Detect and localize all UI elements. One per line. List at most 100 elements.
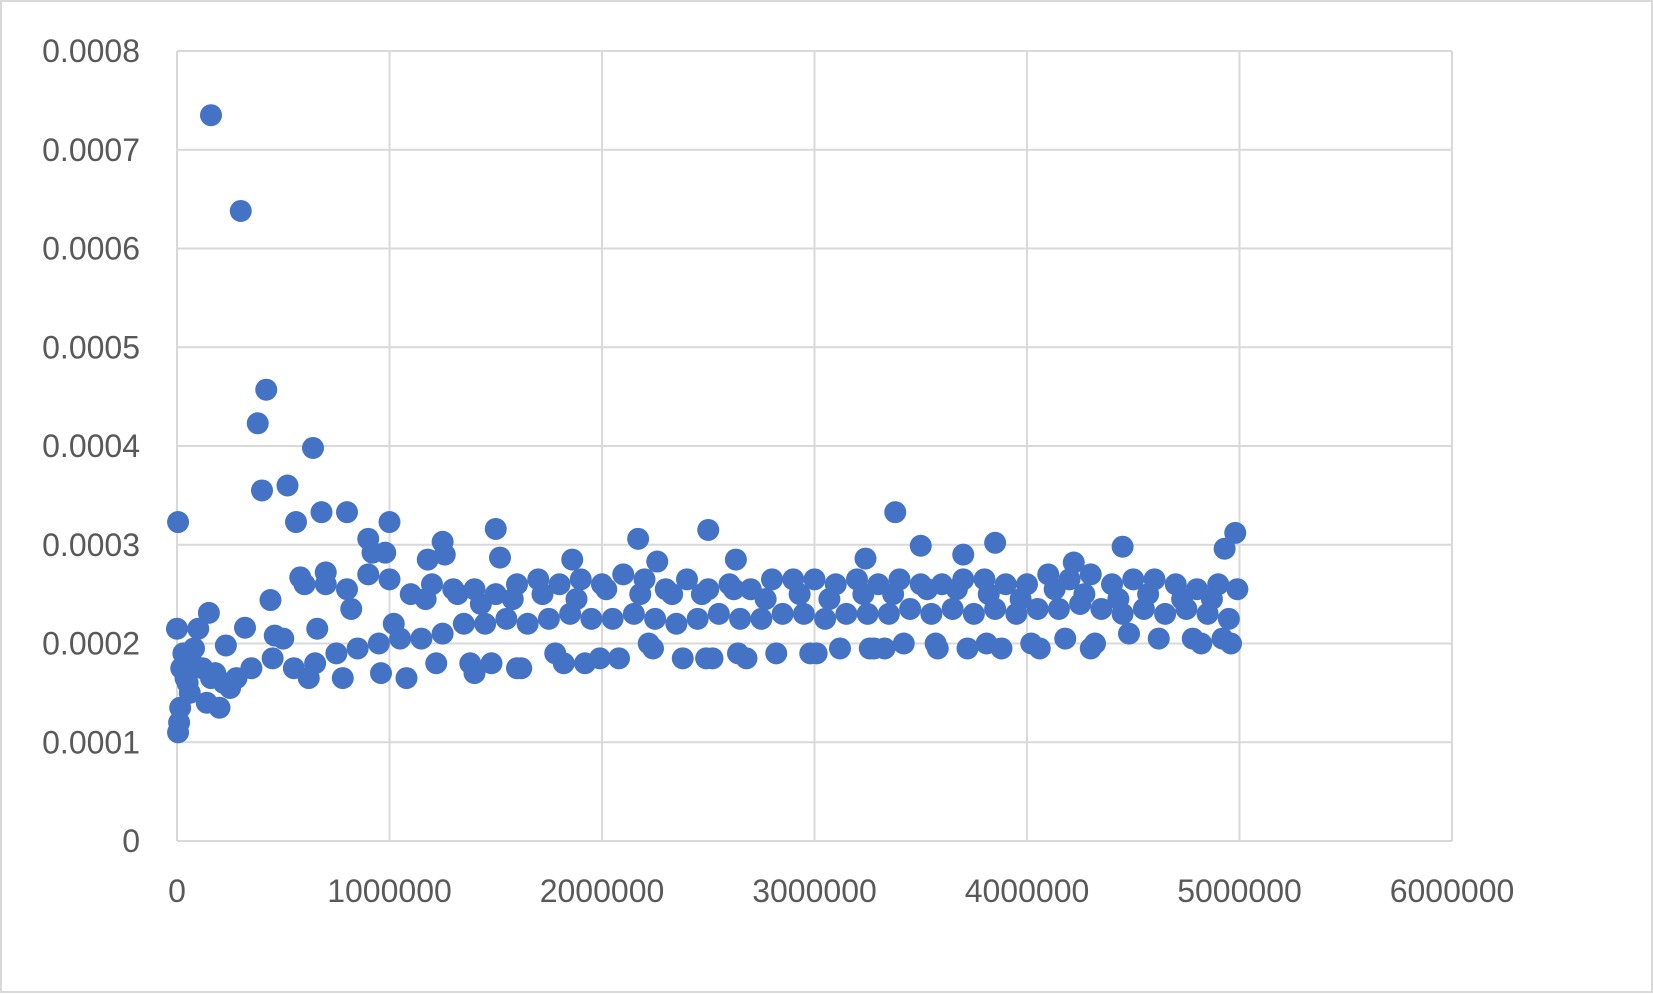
data-point [302, 436, 324, 459]
data-point [580, 607, 603, 630]
x-tick-label: 5000000 [1177, 873, 1302, 909]
y-tick-label: 0.0007 [42, 132, 140, 168]
data-point [251, 479, 273, 502]
data-point [724, 548, 747, 571]
x-tick-label: 2000000 [540, 873, 665, 909]
y-tick-label: 0.0008 [42, 33, 140, 69]
data-point [306, 617, 329, 640]
data-point [892, 632, 915, 655]
data-point [707, 602, 730, 625]
data-point [729, 607, 752, 630]
data-point [446, 583, 469, 606]
data-point [829, 637, 851, 660]
data-point [975, 632, 998, 655]
data-point [240, 657, 263, 680]
data-point [276, 474, 299, 497]
data-point [852, 583, 875, 606]
data-point [1200, 588, 1223, 611]
data-point [920, 602, 943, 625]
data-point [374, 541, 397, 564]
data-point [644, 607, 667, 630]
data-point [612, 563, 635, 586]
data-point [178, 681, 201, 704]
data-point [690, 583, 713, 606]
data-point [1111, 535, 1134, 558]
data-point [977, 583, 1000, 606]
data-point [1107, 588, 1130, 611]
y-tick-label: 0 [122, 823, 140, 859]
data-point [331, 667, 354, 690]
data-point [310, 501, 333, 524]
data-point [750, 607, 773, 630]
y-tick-label: 0.0003 [42, 527, 140, 563]
data-point [1054, 627, 1077, 650]
data-point [1047, 597, 1070, 620]
data-point [856, 602, 879, 625]
data-point [1217, 607, 1240, 630]
data-point [601, 607, 624, 630]
data-point [792, 602, 815, 625]
data-point [480, 652, 503, 675]
data-point [1122, 568, 1145, 591]
data-point [246, 412, 269, 435]
data-point [697, 518, 720, 541]
y-tick-label: 0.0002 [42, 626, 140, 662]
data-point [814, 607, 837, 630]
data-point [552, 652, 575, 675]
data-point [818, 588, 841, 611]
data-point [924, 632, 947, 655]
data-point [416, 548, 439, 571]
data-point [234, 616, 256, 639]
data-point [899, 597, 922, 620]
data-point [629, 583, 652, 606]
data-point [1043, 578, 1066, 601]
data-point [608, 647, 630, 670]
data-point [272, 627, 295, 650]
data-point [565, 588, 588, 611]
data-point [395, 667, 418, 690]
data-point [495, 607, 518, 630]
data-point [956, 637, 979, 660]
data-point [994, 573, 1017, 596]
data-point [962, 602, 985, 625]
data-point [357, 563, 380, 586]
data-point [1073, 583, 1096, 606]
data-point [484, 517, 507, 540]
data-point [835, 602, 858, 625]
data-point [433, 543, 456, 566]
data-point [214, 634, 237, 657]
data-point [595, 578, 618, 601]
data-point [686, 607, 709, 630]
data-point [1079, 563, 1102, 586]
data-point [1137, 583, 1160, 606]
data-point [1028, 637, 1051, 660]
data-point [501, 588, 524, 611]
data-point [642, 637, 664, 660]
data-point [255, 378, 278, 401]
x-tick-label: 4000000 [965, 873, 1090, 909]
data-point [183, 637, 205, 660]
data-point [882, 583, 905, 606]
data-point [665, 612, 688, 635]
data-point [873, 637, 896, 660]
data-point [166, 617, 188, 640]
data-point [661, 583, 684, 606]
data-point [261, 647, 284, 670]
data-point [561, 548, 584, 571]
data-point [877, 602, 900, 625]
x-tick-labels: 0 1000000 2000000 3000000 4000000 5000000 6000… [168, 873, 1514, 909]
data-point [676, 568, 698, 591]
data-point [761, 568, 783, 591]
data-point [1118, 622, 1140, 645]
data-point [346, 637, 369, 660]
data-point [1220, 632, 1242, 655]
y-tick-label: 0.0001 [42, 724, 140, 760]
data-point [367, 632, 390, 655]
data-point [952, 543, 975, 566]
x-tick-label: 1000000 [327, 873, 452, 909]
data-point [452, 612, 475, 635]
data-points [166, 104, 1249, 744]
data-point [208, 696, 231, 719]
data-point [425, 652, 448, 675]
